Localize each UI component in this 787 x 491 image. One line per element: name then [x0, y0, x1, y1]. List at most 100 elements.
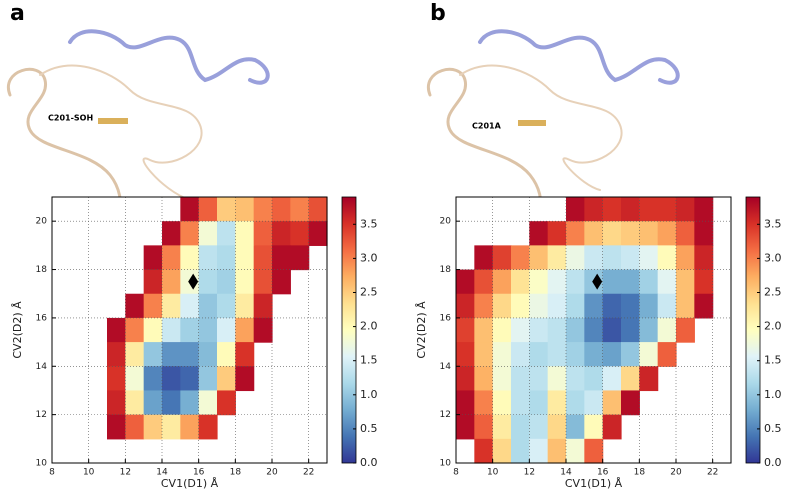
heat-cell	[511, 293, 530, 319]
heat-cell	[639, 269, 659, 295]
y-tick-label: 14	[440, 362, 452, 372]
colorbar-tick-label: 3.5	[360, 217, 378, 230]
y-tick-label: 12	[440, 410, 451, 420]
heat-cell	[547, 245, 567, 271]
heat-cell	[107, 317, 126, 343]
heat-cell	[162, 245, 181, 271]
heat-cell	[107, 390, 126, 416]
annotation: C201-SOH	[48, 114, 93, 123]
colorbar	[341, 196, 357, 464]
heat-cell	[474, 342, 494, 367]
heat-cell	[602, 293, 622, 319]
heat-cell	[474, 366, 494, 392]
heat-cell	[162, 221, 181, 246]
heat-cell	[143, 317, 163, 343]
heat-cell	[162, 414, 181, 440]
heat-cell	[198, 197, 218, 222]
heat-cell	[180, 197, 200, 222]
heat-cell	[180, 317, 200, 343]
heat-cell	[456, 269, 475, 295]
heat-cell	[547, 438, 567, 464]
heat-cell	[180, 366, 200, 392]
heat-cell	[474, 414, 494, 440]
heat-cell	[602, 197, 622, 222]
heat-cell	[198, 390, 218, 416]
heat-cell	[456, 390, 475, 416]
heat-cell	[639, 197, 659, 222]
x-tick-label: 12	[524, 468, 535, 478]
heat-cell	[308, 221, 328, 246]
heat-cell	[529, 293, 549, 319]
heat-cell	[529, 438, 549, 464]
x-tick-label: 18	[634, 468, 646, 478]
heat-cell	[474, 293, 494, 319]
heat-cell	[621, 221, 640, 246]
heat-cell	[547, 317, 567, 343]
heat-cell	[125, 366, 145, 392]
heat-cell	[657, 293, 677, 319]
heat-cell	[107, 414, 126, 440]
heat-cell	[217, 317, 236, 343]
heat-cell	[162, 390, 181, 416]
heat-cell	[198, 293, 218, 319]
heat-cell	[217, 366, 236, 392]
heat-cell	[657, 342, 677, 367]
heat-cell	[584, 414, 604, 440]
colorbar-tick-label: 1.5	[360, 354, 378, 367]
x-tick-label: 18	[230, 468, 242, 478]
heat-cell	[272, 245, 291, 271]
heat-cell	[143, 390, 163, 416]
x-tick-label: 16	[193, 468, 205, 478]
heat-cell	[584, 245, 604, 271]
colorbar-tick-label: 0.0	[764, 456, 782, 469]
heat-cell	[143, 245, 163, 271]
heat-cell	[290, 245, 310, 271]
heat-cell	[107, 342, 126, 367]
residue	[98, 118, 128, 124]
y-tick-label: 18	[440, 265, 452, 275]
heat-cell	[621, 342, 640, 367]
heat-cell	[584, 221, 604, 246]
colorbar-tick-label: 0.5	[764, 422, 782, 435]
heat-cell	[566, 221, 585, 246]
x-tick-label: 22	[303, 468, 314, 478]
heat-cell	[235, 293, 255, 319]
heat-cell	[511, 317, 530, 343]
heat-cell	[566, 317, 585, 343]
heat-cell	[566, 342, 585, 367]
heat-cell	[125, 317, 145, 343]
heat-cell	[217, 245, 236, 271]
heat-cell	[584, 366, 604, 392]
heat-cell	[676, 221, 695, 246]
x-axis-label: CV1(D1) Å	[161, 477, 219, 490]
heat-cell	[511, 414, 530, 440]
heat-cell	[694, 269, 714, 295]
ribbon	[68, 29, 270, 85]
x-tick-label: 14	[560, 468, 572, 478]
heat-cell	[162, 269, 181, 295]
heat-cell	[639, 293, 659, 319]
heat-cell	[492, 245, 512, 271]
heat-cell	[511, 366, 530, 392]
heat-cell	[676, 245, 695, 271]
heat-cell	[217, 293, 236, 319]
heat-cell	[639, 317, 659, 343]
y-tick-label: 14	[36, 362, 48, 372]
heat-cell	[198, 269, 218, 295]
heat-cell	[125, 293, 145, 319]
heat-cell	[474, 438, 494, 464]
heat-cell	[235, 197, 255, 222]
heat-cell	[162, 317, 181, 343]
marker	[592, 273, 603, 290]
heat-cell	[602, 269, 622, 295]
heat-cell	[456, 342, 475, 367]
heat-cell	[125, 414, 145, 440]
heat-cell	[253, 293, 273, 319]
heat-cell	[621, 317, 640, 343]
heat-cell	[143, 366, 163, 392]
heat-cell	[253, 221, 273, 246]
heat-cell	[125, 342, 145, 367]
heat-cell	[676, 317, 695, 343]
heat-cell	[547, 390, 567, 416]
marker	[188, 273, 199, 290]
